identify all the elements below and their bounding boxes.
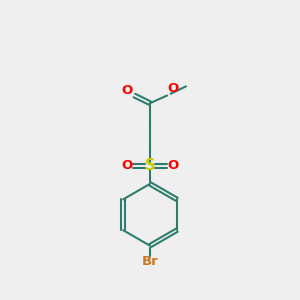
Text: Br: Br	[142, 255, 158, 268]
Text: O: O	[122, 84, 133, 97]
Text: S: S	[145, 158, 155, 173]
Text: O: O	[168, 159, 179, 172]
Text: O: O	[167, 82, 178, 95]
Text: O: O	[121, 159, 132, 172]
